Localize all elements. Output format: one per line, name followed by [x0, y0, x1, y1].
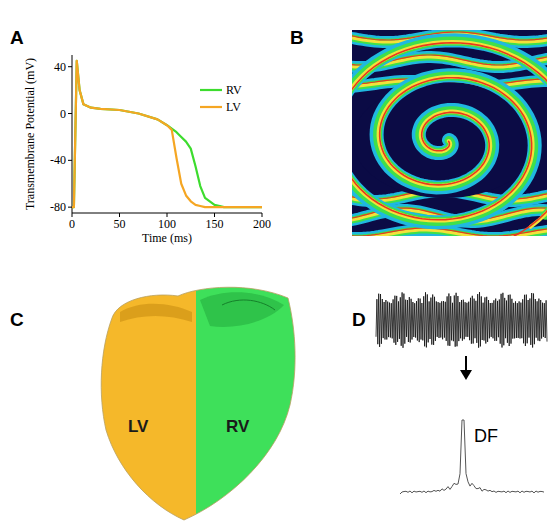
x-tick-label: 200	[253, 217, 271, 231]
legend-swatch	[200, 106, 222, 108]
panel-label: C	[10, 309, 24, 330]
y-tick	[68, 66, 72, 67]
x-tick-label: 150	[206, 217, 224, 231]
plot-lines	[72, 61, 262, 207]
y-axis	[72, 55, 73, 213]
x-tick-label: 0	[69, 217, 75, 231]
rv-region	[196, 280, 316, 524]
spiral-arm	[352, 41, 547, 221]
y-tick-label: -40	[50, 153, 66, 167]
shade	[222, 300, 275, 310]
region-label: RV	[226, 417, 250, 436]
arrow-head	[460, 370, 472, 380]
spiral-image	[352, 30, 547, 236]
heart-fill	[90, 280, 316, 524]
signal-trace	[376, 292, 547, 348]
y-tick	[68, 160, 72, 161]
panel-label: A	[10, 27, 24, 48]
y-tick	[68, 113, 72, 114]
arrow-shaft	[465, 356, 467, 372]
series-line	[72, 61, 262, 207]
y-tick-label: 0	[60, 107, 66, 121]
signal-panel: DF	[376, 292, 547, 494]
legend-label: RV	[226, 83, 242, 97]
annotation: DF	[474, 426, 498, 446]
heart-outline	[101, 287, 295, 520]
x-axis-title: Time (ms)	[142, 231, 192, 245]
y-tick-label: 40	[54, 60, 66, 74]
y-tick-label: -80	[50, 200, 66, 214]
figure: A B C D -80 -40 0 40 0 50 100 150 200 Time (ms) Transm…	[0, 0, 559, 524]
panel-a: -80 -40 0 40 0 50 100 150 200 Time (ms) Transmembr…	[23, 55, 271, 245]
series-line	[72, 61, 262, 207]
spiral-arm	[352, 42, 547, 227]
spiral-arm	[352, 43, 547, 236]
spectrum	[400, 420, 544, 494]
y-axis-title: Transmembrane Potential (mV)	[23, 58, 37, 210]
panel-label: B	[290, 27, 304, 48]
legend-swatch	[200, 89, 222, 91]
panel-label: D	[352, 309, 366, 330]
shade	[120, 304, 192, 322]
shade	[200, 292, 284, 327]
x-tick-label: 100	[158, 217, 176, 231]
x-tick-label: 50	[114, 217, 126, 231]
legend-label: LV	[226, 100, 241, 114]
spiral-arm	[352, 40, 547, 222]
y-tick	[68, 207, 72, 208]
heart: LV RV	[90, 280, 316, 524]
region-label: LV	[128, 417, 149, 436]
lv-region	[90, 280, 196, 524]
